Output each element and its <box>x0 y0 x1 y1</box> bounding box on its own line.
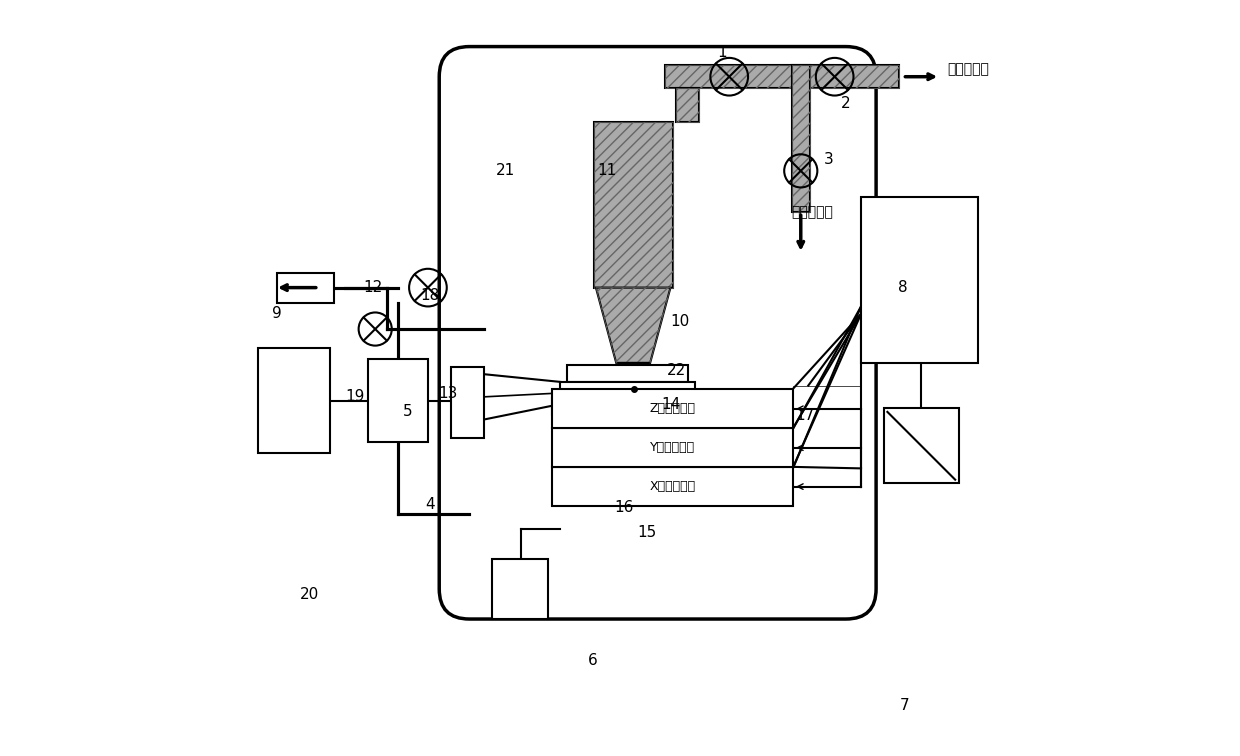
Text: Y电控平移台: Y电控平移台 <box>650 442 696 454</box>
Bar <box>594 122 673 287</box>
Text: 18: 18 <box>420 287 440 302</box>
FancyBboxPatch shape <box>552 467 794 506</box>
Text: 20: 20 <box>300 587 319 603</box>
Text: 5: 5 <box>403 404 413 420</box>
Text: 9: 9 <box>273 306 283 321</box>
Text: 10: 10 <box>670 314 689 329</box>
Bar <box>791 66 810 212</box>
Text: Z电控平移台: Z电控平移台 <box>650 402 696 415</box>
Text: 2: 2 <box>841 95 851 110</box>
Text: 21: 21 <box>496 163 515 178</box>
Polygon shape <box>619 363 649 393</box>
FancyBboxPatch shape <box>552 428 794 467</box>
FancyBboxPatch shape <box>552 389 794 428</box>
Text: 1: 1 <box>718 45 727 60</box>
FancyBboxPatch shape <box>368 359 428 442</box>
Text: 17: 17 <box>795 408 815 423</box>
Text: 8: 8 <box>898 280 908 295</box>
FancyBboxPatch shape <box>450 367 485 438</box>
Text: 13: 13 <box>438 386 458 401</box>
Bar <box>791 66 810 212</box>
FancyBboxPatch shape <box>278 273 334 302</box>
FancyBboxPatch shape <box>861 197 978 363</box>
Bar <box>665 66 899 88</box>
FancyBboxPatch shape <box>567 365 688 382</box>
Text: X电控平移台: X电控平移台 <box>650 480 696 493</box>
FancyBboxPatch shape <box>258 348 330 454</box>
Bar <box>665 66 899 88</box>
Text: 缓冲气入口: 缓冲气入口 <box>947 62 990 76</box>
Text: 反应气入口: 反应气入口 <box>791 206 833 219</box>
Text: 11: 11 <box>596 163 616 178</box>
Bar <box>594 122 673 287</box>
Text: 7: 7 <box>900 698 909 713</box>
FancyBboxPatch shape <box>552 398 703 415</box>
Polygon shape <box>596 287 671 363</box>
Text: 12: 12 <box>363 280 383 295</box>
Text: 6: 6 <box>588 653 598 668</box>
FancyBboxPatch shape <box>884 408 959 483</box>
Text: 3: 3 <box>823 152 833 167</box>
Text: 4: 4 <box>425 497 435 512</box>
Text: 19: 19 <box>345 389 365 404</box>
Text: 22: 22 <box>667 363 686 378</box>
Text: 15: 15 <box>637 525 657 540</box>
FancyBboxPatch shape <box>559 382 696 398</box>
Text: 14: 14 <box>662 397 681 412</box>
Bar <box>677 88 699 122</box>
Bar <box>677 88 699 122</box>
Text: 16: 16 <box>614 500 634 515</box>
FancyBboxPatch shape <box>492 559 548 619</box>
